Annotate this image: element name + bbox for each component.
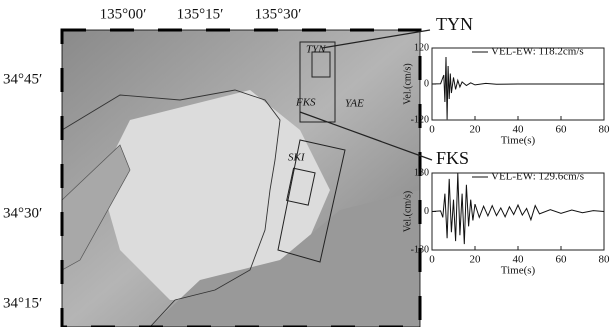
lat-label: 34°45′ — [3, 71, 42, 87]
x-axis-label: Time(s) — [501, 265, 536, 277]
y-tick-label: -120 — [411, 114, 429, 125]
y-axis-label: Vel.(cm/s) — [402, 191, 413, 232]
waveform — [432, 173, 604, 244]
x-tick-label: 20 — [470, 124, 482, 136]
y-axis-label: Vel.(cm/s) — [402, 63, 413, 104]
x-tick-label: 80 — [599, 124, 611, 136]
lon-label: 135°30′ — [255, 6, 302, 22]
map: TYN YAE FKS SKI 135°00′ 135°15′ 135°30′ … — [3, 6, 432, 327]
y-tick-label: -130 — [411, 244, 429, 255]
figure: TYN YAE FKS SKI 135°00′ 135°15′ 135°30′ … — [0, 0, 614, 327]
lon-label: 135°15′ — [177, 6, 224, 22]
y-tick-label: 120 — [414, 42, 429, 53]
x-tick-label: 80 — [599, 254, 611, 266]
waveform — [432, 57, 604, 119]
station-label: TYN — [306, 44, 326, 56]
lat-label: 34°30′ — [3, 205, 42, 221]
chart-title: TYN — [436, 14, 473, 34]
y-tick-label: 0 — [424, 206, 429, 217]
lon-label: 135°00′ — [100, 6, 147, 22]
legend-label: VEL-EW: 118.2cm/s — [491, 46, 584, 58]
chart-title: FKS — [436, 148, 469, 168]
x-tick-label: 20 — [470, 254, 482, 266]
lat-label: 34°15′ — [3, 295, 42, 311]
y-tick-label: 0 — [424, 78, 429, 89]
x-tick-label: 60 — [556, 254, 568, 266]
legend-label: VEL-EW: 129.6cm/s — [491, 171, 584, 183]
station-label: YAE — [345, 98, 364, 110]
x-tick-label: 0 — [429, 124, 435, 136]
station-label: SKI — [288, 152, 306, 164]
station-label: FKS — [295, 97, 316, 109]
y-tick-label: 130 — [414, 167, 429, 178]
x-tick-label: 0 — [429, 254, 435, 266]
x-axis-label: Time(s) — [501, 135, 536, 147]
x-tick-label: 60 — [556, 124, 568, 136]
